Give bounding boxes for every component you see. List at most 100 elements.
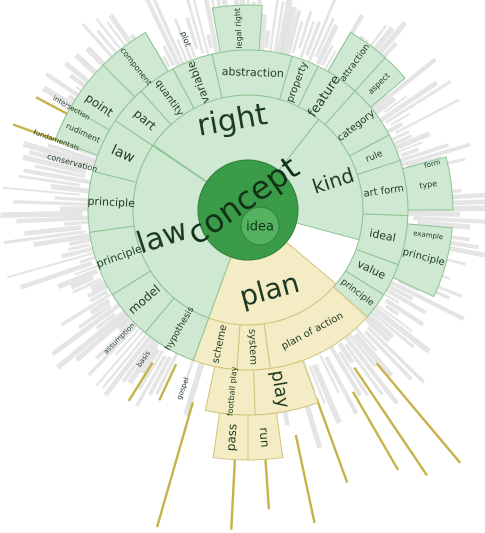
faint-branch bbox=[28, 150, 90, 170]
faint-branch bbox=[186, 0, 205, 54]
faint-branch bbox=[72, 145, 101, 159]
segment-type[interactable] bbox=[401, 156, 454, 211]
faint-branch bbox=[206, 33, 213, 49]
plan-branch-line bbox=[158, 363, 178, 401]
gospel-label: gospel bbox=[175, 376, 190, 400]
faint-branch bbox=[75, 312, 131, 362]
faint-branch bbox=[152, 0, 185, 65]
faint-branch bbox=[363, 316, 391, 343]
faint-branch bbox=[55, 304, 133, 370]
faint-branch bbox=[406, 210, 461, 217]
faint-branch bbox=[35, 164, 86, 179]
faint-branch bbox=[183, 362, 205, 417]
faint-branch bbox=[2, 186, 81, 196]
faint-branch bbox=[33, 231, 100, 248]
segment-legal-right[interactable] bbox=[211, 4, 263, 54]
faint-branch bbox=[389, 131, 431, 153]
faint-branch bbox=[57, 268, 99, 290]
segment-component[interactable] bbox=[102, 31, 169, 98]
faint-branch bbox=[353, 332, 394, 378]
faint-branch bbox=[363, 304, 415, 349]
faint-branch bbox=[13, 200, 93, 207]
faint-branch bbox=[311, 363, 342, 424]
faint-branch bbox=[308, 365, 326, 404]
faint-branch bbox=[22, 154, 87, 175]
faint-branch bbox=[145, 0, 182, 68]
faint-branch bbox=[192, 0, 212, 63]
segment-system[interactable] bbox=[236, 323, 271, 371]
faint-branch bbox=[364, 311, 395, 339]
faint-branch bbox=[68, 237, 92, 247]
faint-branch bbox=[162, 45, 176, 67]
faint-branch bbox=[89, 298, 111, 315]
faint-branch bbox=[121, 332, 161, 383]
faint-branch bbox=[321, 44, 334, 66]
faint-branch bbox=[381, 285, 427, 315]
faint-branch bbox=[127, 339, 161, 385]
segment-principle-d[interactable] bbox=[392, 223, 453, 298]
faint-branch bbox=[162, 55, 171, 68]
faint-branch bbox=[392, 134, 413, 146]
faint-branch bbox=[370, 57, 437, 112]
faint-branch bbox=[176, 39, 190, 67]
faint-branch bbox=[391, 142, 471, 170]
faint-branch bbox=[18, 174, 81, 187]
faint-branch bbox=[345, 329, 377, 368]
faint-branch bbox=[68, 243, 90, 251]
faint-branch bbox=[373, 80, 439, 127]
faint-branch bbox=[304, 0, 337, 71]
faint-branch bbox=[344, 343, 384, 396]
faint-branch bbox=[388, 279, 466, 322]
faint-branch bbox=[284, 9, 302, 62]
faint-branch bbox=[89, 289, 109, 303]
faint-branch bbox=[339, 330, 399, 405]
plan-branch-line bbox=[127, 362, 154, 402]
segment-aspect[interactable] bbox=[354, 56, 406, 108]
faint-branch bbox=[140, 348, 161, 375]
faint-branch bbox=[47, 143, 104, 165]
idea-node[interactable] bbox=[240, 206, 280, 246]
faint-branch bbox=[50, 183, 94, 195]
plan-branch-line bbox=[351, 391, 400, 471]
faint-branch bbox=[400, 147, 420, 158]
faint-branch bbox=[305, 21, 322, 56]
faint-branch bbox=[297, 10, 313, 49]
plan-branch-line bbox=[353, 366, 428, 476]
faint-branch bbox=[366, 326, 426, 384]
faint-branch bbox=[337, 342, 355, 364]
faint-branch bbox=[391, 130, 410, 142]
faint-branch bbox=[319, 354, 340, 394]
faint-branch bbox=[54, 196, 91, 202]
segment-rudiment[interactable] bbox=[54, 106, 111, 156]
faint-branch bbox=[364, 330, 413, 381]
faint-branch bbox=[268, 0, 279, 57]
faint-branch bbox=[154, 345, 182, 396]
segment-abstraction[interactable] bbox=[211, 49, 293, 101]
faint-branch bbox=[19, 260, 93, 290]
faint-branch bbox=[60, 293, 112, 327]
faint-branch bbox=[7, 250, 99, 279]
plan-branch-line bbox=[315, 397, 349, 483]
plan-branch-line bbox=[294, 434, 316, 524]
faint-branch bbox=[274, 0, 293, 63]
faint-branch bbox=[327, 342, 363, 397]
segment-football-play[interactable] bbox=[204, 365, 256, 416]
sunburst-segments bbox=[54, 4, 454, 461]
plan-branch-line bbox=[375, 362, 462, 464]
faint-branch bbox=[23, 168, 94, 185]
segment-pass[interactable] bbox=[212, 412, 249, 461]
faint-branch bbox=[70, 275, 95, 290]
faint-branch bbox=[413, 216, 485, 224]
faint-branch bbox=[188, 44, 197, 58]
faint-branch bbox=[0, 210, 83, 218]
segment-run[interactable] bbox=[247, 412, 284, 461]
faint-branch bbox=[384, 298, 425, 327]
faint-branch bbox=[22, 141, 105, 171]
faint-branch bbox=[16, 215, 89, 224]
faint-branch bbox=[147, 355, 172, 396]
faint-branch bbox=[101, 328, 152, 389]
faint-branch bbox=[291, 21, 304, 54]
faint-branch bbox=[137, 350, 164, 391]
faint-branch bbox=[258, 14, 267, 53]
concept-node[interactable] bbox=[197, 159, 299, 261]
